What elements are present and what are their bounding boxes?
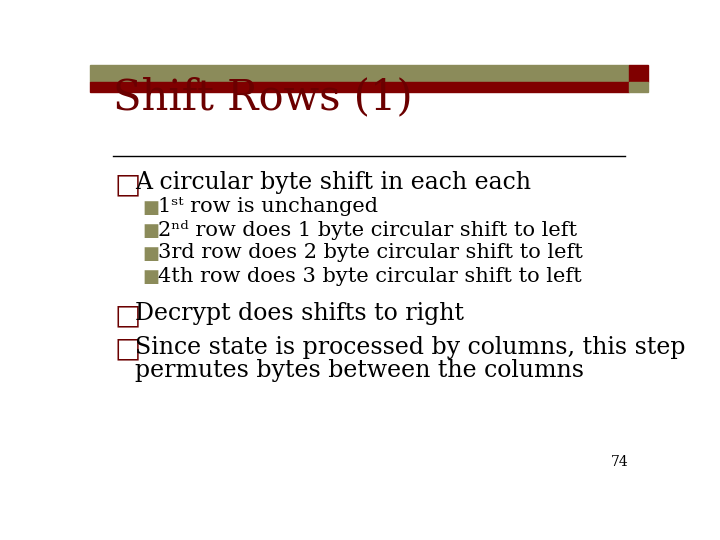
Text: A circular byte shift in each each: A circular byte shift in each each: [135, 171, 531, 194]
Text: □: □: [114, 171, 141, 198]
Text: Shift Rows (1): Shift Rows (1): [113, 77, 413, 119]
Text: ■: ■: [143, 245, 160, 263]
Bar: [90, 82, 629, 92]
Text: permutes bytes between the columns: permutes bytes between the columns: [135, 359, 584, 382]
Text: 3rd row does 2 byte circular shift to left: 3rd row does 2 byte circular shift to le…: [158, 244, 583, 262]
Text: 1ˢᵗ row is unchanged: 1ˢᵗ row is unchanged: [158, 197, 378, 216]
Bar: [629, 82, 648, 92]
Text: ■: ■: [143, 222, 160, 240]
Text: Since state is processed by columns, this step: Since state is processed by columns, thi…: [135, 336, 685, 359]
Text: ■: ■: [143, 199, 160, 217]
Text: 4th row does 3 byte circular shift to left: 4th row does 3 byte circular shift to le…: [158, 267, 582, 286]
Text: ■: ■: [143, 268, 160, 286]
Bar: [90, 65, 629, 82]
Text: □: □: [114, 336, 141, 363]
Text: 2ⁿᵈ row does 1 byte circular shift to left: 2ⁿᵈ row does 1 byte circular shift to le…: [158, 220, 577, 240]
Text: □: □: [114, 302, 141, 329]
Text: Decrypt does shifts to right: Decrypt does shifts to right: [135, 302, 464, 325]
Text: 74: 74: [611, 455, 629, 469]
Bar: [629, 65, 648, 82]
